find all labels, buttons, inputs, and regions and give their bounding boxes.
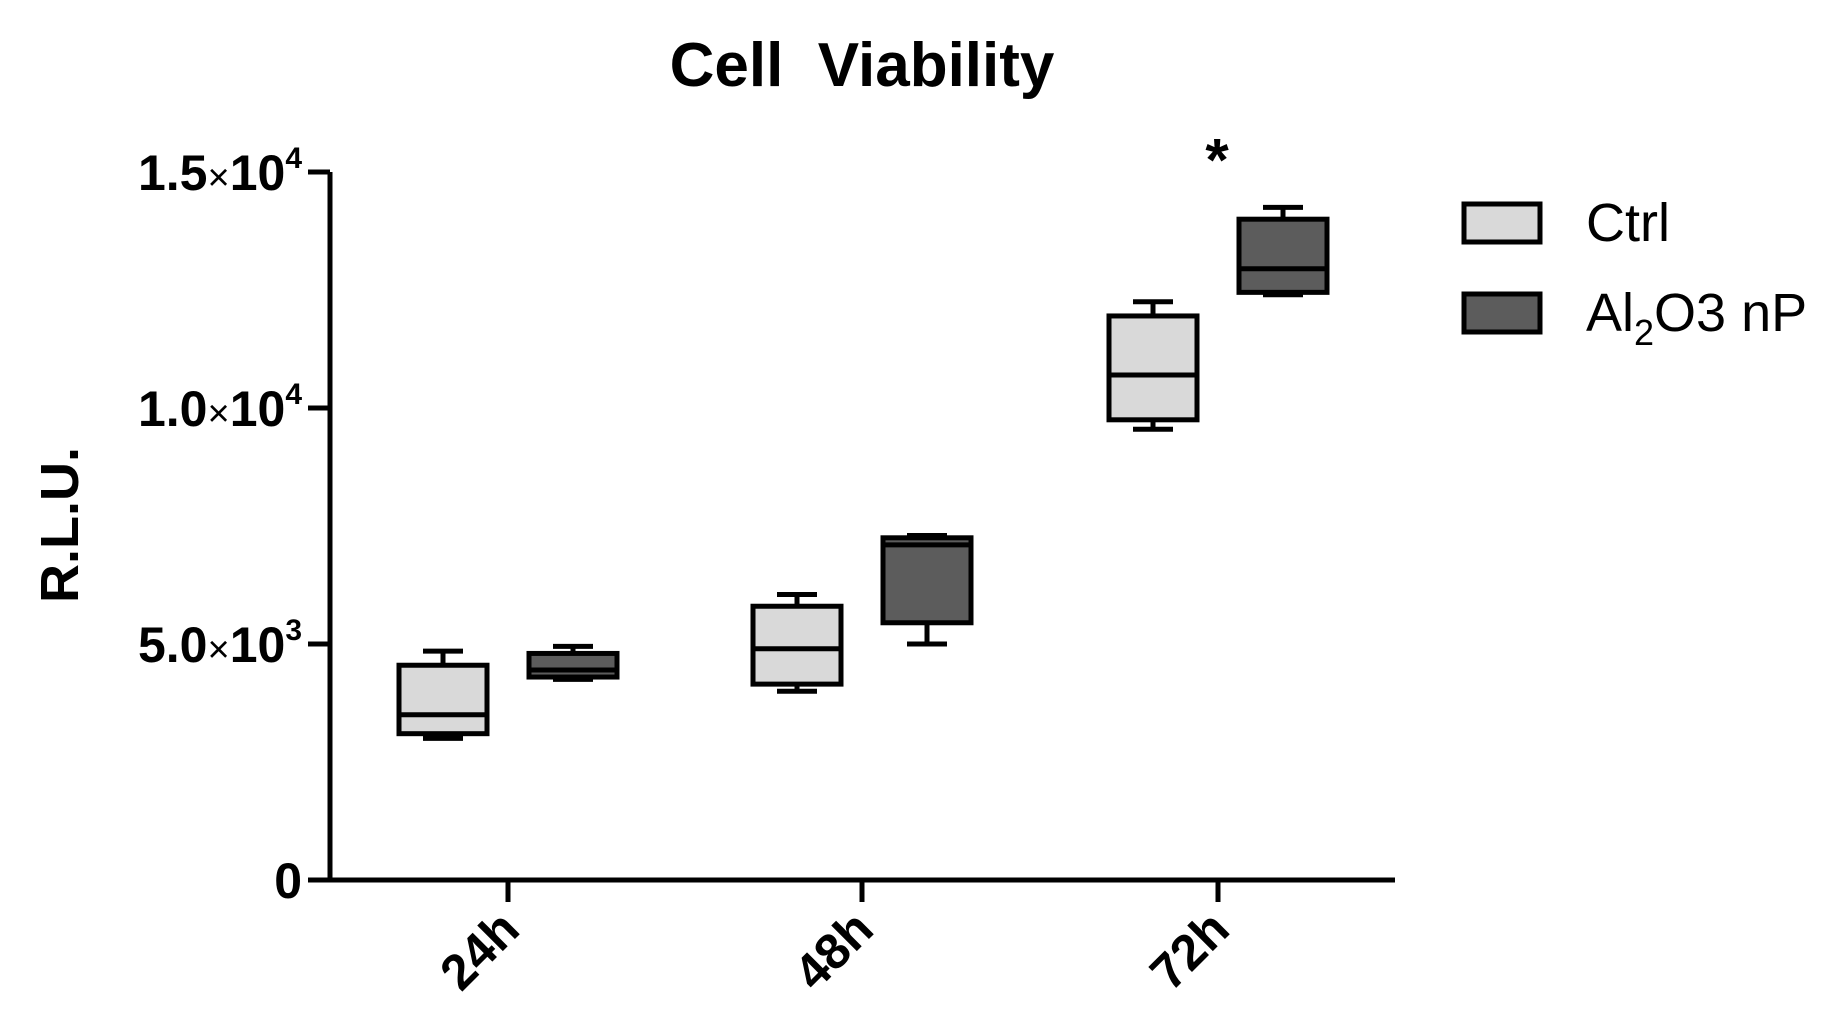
y-tick-label: 0 xyxy=(274,853,302,909)
legend-swatch xyxy=(1461,201,1543,245)
legend-label: Ctrl xyxy=(1586,193,1670,253)
box-iqr xyxy=(396,662,490,737)
box-iqr xyxy=(526,650,620,680)
box-iqr xyxy=(1236,216,1330,295)
legend-swatch xyxy=(1461,291,1543,335)
box-Ctrl-72h xyxy=(1106,299,1200,432)
chart-title: Cell Viability xyxy=(670,31,1055,100)
y-tick-label: 5.0×103 xyxy=(138,614,302,673)
box-Al2O3 nP-48h xyxy=(880,532,974,647)
legend-label: Al2O3 nP xyxy=(1586,283,1807,353)
x-tick-label: 48h xyxy=(783,900,884,1001)
y-axis-label: R.L.U. xyxy=(30,447,90,603)
box-Al2O3 nP-72h xyxy=(1236,204,1330,298)
box-iqr xyxy=(1106,313,1200,423)
box-iqr xyxy=(880,535,974,626)
legend: Ctrl Al2O3 nP xyxy=(1461,193,1807,353)
y-tick-label: 1.5×104 xyxy=(138,142,302,201)
significance-asterisk: * xyxy=(1205,127,1229,194)
plot-area: 0 5.0×103 1.0×104 1.5×104 24h 48h 72h * xyxy=(138,127,1395,1001)
legend-item-1: Al2O3 nP xyxy=(1461,283,1807,353)
legend-item-0: Ctrl xyxy=(1461,193,1670,253)
y-tick-label: 1.0×104 xyxy=(138,378,302,437)
box-iqr xyxy=(750,603,844,687)
box-Al2O3 nP-24h xyxy=(526,643,620,682)
box-Ctrl-48h xyxy=(750,591,844,694)
x-tick-label: 24h xyxy=(429,900,530,1001)
x-tick-label: 72h xyxy=(1139,900,1240,1001)
box-Ctrl-24h xyxy=(396,648,490,741)
